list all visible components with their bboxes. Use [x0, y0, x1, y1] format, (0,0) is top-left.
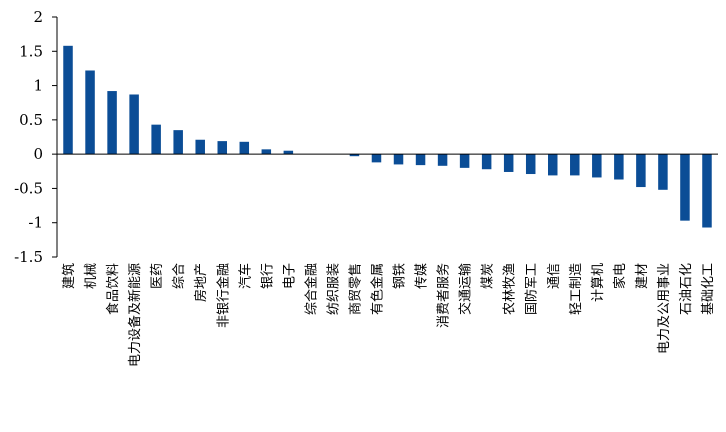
x-tick-labels: 建筑 机械 食品饮料 电力设备及新能源 医药 综合 房地产 非银行金融 汽车 银行 电子 综合金融 纺织…	[61, 263, 716, 367]
bar	[173, 130, 183, 155]
y-tick-label: -1	[28, 214, 43, 232]
bar	[217, 141, 227, 155]
x-tick-label: 电力设备及新能源	[127, 263, 143, 367]
x-tick-label: 煤炭	[481, 263, 496, 289]
x-tick-label: 医药	[150, 263, 165, 289]
x-tick-label: 钢铁	[393, 263, 408, 289]
x-tick-label: 基础化工	[701, 263, 716, 315]
bar	[481, 154, 492, 170]
bar	[437, 154, 448, 166]
y-tick-label: -1.5	[14, 248, 43, 266]
x-tick-label: 传媒	[415, 263, 430, 289]
bar	[636, 154, 646, 188]
bar	[63, 45, 73, 155]
x-tick-label: 消费者服务	[436, 263, 452, 328]
y-tick-label: -0.5	[14, 179, 43, 197]
bar	[393, 154, 404, 165]
bar	[85, 70, 95, 155]
y-tick-label: 2	[33, 8, 43, 26]
x-tick-label: 计算机	[591, 263, 606, 302]
bar	[195, 139, 205, 155]
x-tick-label: 纺织服装	[326, 263, 341, 315]
bar	[349, 154, 360, 157]
bar	[525, 154, 536, 175]
bar	[570, 154, 580, 176]
y-axis: 2 1.5 1 0.5 0 -0.5 -1 -1.5	[14, 8, 58, 266]
x-tick-label: 有色金属	[369, 263, 385, 315]
x-tick-label: 食品饮料	[105, 263, 121, 315]
bar	[702, 154, 712, 228]
bar	[371, 154, 382, 163]
x-tick-label: 银行	[260, 263, 275, 289]
x-tick-label: 综合	[172, 263, 187, 289]
y-tick-label: 0.5	[19, 111, 43, 129]
x-tick-label: 农林牧渔	[503, 263, 518, 315]
y-tick-label: 1	[33, 77, 43, 95]
x-tick-label: 机械	[84, 263, 99, 289]
x-tick-label: 交通运输	[458, 263, 474, 315]
bar	[283, 150, 294, 155]
bar	[614, 154, 624, 180]
bar	[459, 154, 470, 168]
bar	[129, 94, 139, 155]
x-tick-label: 建材	[635, 263, 650, 289]
x-tick-label: 电力及公用事业	[657, 263, 672, 354]
x-tick-label: 非银行金融	[215, 263, 231, 328]
bars	[63, 45, 712, 228]
y-tick-label: 0	[33, 145, 43, 163]
bar	[548, 154, 558, 176]
x-tick-label: 综合金融	[303, 263, 319, 315]
bar	[107, 91, 117, 155]
bar	[415, 154, 426, 166]
x-tick-label: 商贸零售	[347, 263, 363, 315]
x-tick-label: 轻工制造	[569, 263, 584, 315]
y-tick-label: 1.5	[19, 42, 43, 60]
x-tick-label: 电子	[282, 263, 297, 289]
bar	[680, 154, 690, 221]
x-tick-label: 通信	[547, 263, 562, 289]
bar	[261, 149, 272, 155]
bar	[592, 154, 602, 178]
x-tick-label: 建筑	[61, 263, 77, 289]
x-tick-label: 石油石化	[679, 263, 694, 315]
bar	[503, 154, 514, 172]
x-tick-label: 房地产	[193, 263, 209, 302]
x-tick-label: 汽车	[237, 263, 253, 289]
bar	[239, 141, 250, 155]
bar	[658, 154, 668, 190]
x-tick-label: 家电	[612, 263, 628, 289]
x-tick-label: 国防军工	[524, 263, 540, 315]
bar	[151, 124, 161, 155]
